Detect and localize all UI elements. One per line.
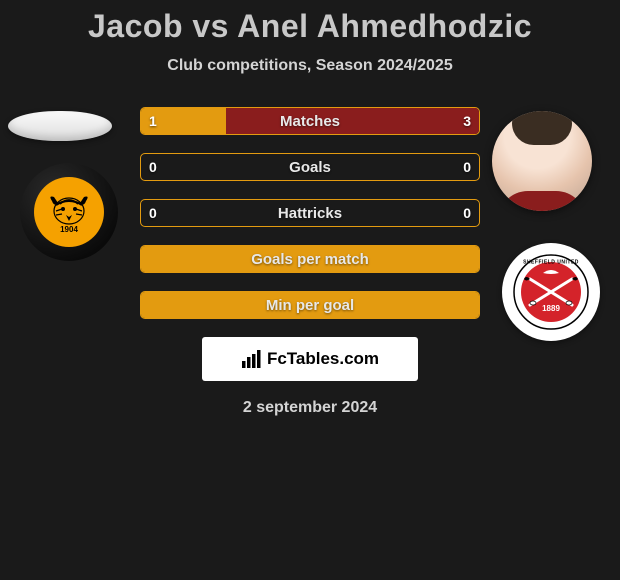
stat-label: Goals per match bbox=[141, 246, 479, 272]
stats-bars: Matches13Goals00Hattricks00Goals per mat… bbox=[140, 103, 480, 319]
tiger-icon bbox=[46, 191, 92, 229]
comparison-title: Jacob vs Anel Ahmedhodzic bbox=[0, 0, 620, 45]
stat-value-right: 0 bbox=[463, 200, 471, 226]
stat-label: Goals bbox=[141, 154, 479, 180]
stat-value-right: 0 bbox=[463, 154, 471, 180]
stat-value-right: 3 bbox=[463, 108, 471, 134]
stat-label: Min per goal bbox=[141, 292, 479, 318]
hull-city-badge: 1904 bbox=[34, 177, 104, 247]
player-right-avatar bbox=[492, 111, 592, 211]
stat-value-left: 0 bbox=[149, 154, 157, 180]
content-area: 1904 1889 SHEFFIELD UNITED Matches1 3 Goal… bbox=[0, 103, 620, 417]
comparison-subtitle: Club competitions, Season 2024/2025 bbox=[0, 57, 620, 75]
svg-text:SHEFFIELD UNITED: SHEFFIELD UNITED bbox=[523, 260, 579, 266]
stat-bar: Goals0 0 bbox=[140, 153, 480, 181]
stat-value-left: 1 bbox=[149, 108, 157, 134]
stat-label: Matches bbox=[141, 108, 479, 134]
club-right-year: 1889 bbox=[542, 304, 560, 313]
player-left-avatar bbox=[8, 111, 112, 141]
club-left-badge: 1904 bbox=[20, 163, 118, 261]
stat-bar: Min per goal bbox=[140, 291, 480, 319]
branding-text: FcTables.com bbox=[267, 349, 379, 369]
stat-bar: Goals per match bbox=[140, 245, 480, 273]
sheffield-united-badge-icon: 1889 SHEFFIELD UNITED bbox=[512, 253, 590, 331]
branding-badge: FcTables.com bbox=[202, 337, 418, 381]
stat-bar: Hattricks0 0 bbox=[140, 199, 480, 227]
stat-label: Hattricks bbox=[141, 200, 479, 226]
bar-chart-icon bbox=[241, 349, 263, 369]
comparison-date: 2 september 2024 bbox=[0, 399, 620, 417]
stat-bar: Matches1 3 bbox=[140, 107, 480, 135]
stat-value-left: 0 bbox=[149, 200, 157, 226]
club-left-year: 1904 bbox=[58, 225, 80, 234]
club-right-badge: 1889 SHEFFIELD UNITED bbox=[502, 243, 600, 341]
